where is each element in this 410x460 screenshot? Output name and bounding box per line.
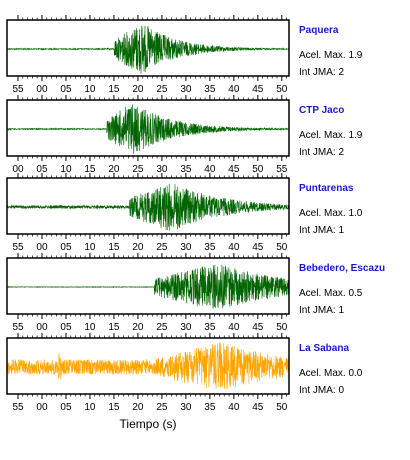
- tick-label: 55: [276, 164, 288, 175]
- tick-label: 40: [228, 84, 240, 95]
- tick-label: 15: [108, 242, 120, 253]
- tick-label: 20: [132, 84, 144, 95]
- tick-label: 50: [276, 402, 288, 413]
- peak-acceleration-label: Acel. Max. 1.0: [299, 208, 363, 219]
- peak-acceleration-label: Acel. Max. 0.0: [299, 368, 363, 379]
- tick-label: 45: [252, 402, 264, 413]
- tick-label: 30: [180, 84, 192, 95]
- tick-label: 05: [60, 242, 72, 253]
- tick-label: 20: [132, 242, 144, 253]
- tick-label: 05: [60, 322, 72, 333]
- tick-label: 55: [12, 84, 24, 95]
- tick-label: 35: [204, 84, 216, 95]
- tick-label: 50: [276, 84, 288, 95]
- station-panel-4: 55 00 05 10 15 20 25 30 35 40 45 50 La Sabana Acel. M…: [6, 333, 363, 413]
- tick-label: 25: [156, 322, 168, 333]
- tick-label: 15: [84, 164, 96, 175]
- panel-frame: [6, 99, 290, 157]
- station-name: CTP Jaco: [299, 105, 344, 116]
- tick-label: 15: [108, 402, 120, 413]
- tick-label: 15: [108, 322, 120, 333]
- tick-label: 25: [156, 242, 168, 253]
- peak-acceleration-label: Acel. Max. 1.9: [299, 130, 363, 141]
- tick-label: 00: [36, 402, 48, 413]
- tick-label: 05: [60, 84, 72, 95]
- tick-label: 00: [36, 84, 48, 95]
- station-panel-0: 55 00 05 10 15 20 25 30 35 40 45 50 Paquera Acel. Max…: [6, 15, 363, 95]
- tick-label: 20: [108, 164, 120, 175]
- station-panel-1: 00 05 10 15 20 25 30 35 40 45 50 55 CTP Jaco Acel. Ma…: [6, 95, 363, 175]
- tick-label: 10: [84, 402, 96, 413]
- x-axis-title: Tiempo (s): [120, 417, 177, 431]
- waveform-trace: [6, 25, 290, 74]
- tick-label: 00: [36, 242, 48, 253]
- tick-label: 10: [84, 242, 96, 253]
- tick-label: 50: [276, 242, 288, 253]
- panel-frame: [6, 177, 290, 235]
- jma-intensity-label: Int JMA: 0: [299, 385, 344, 396]
- tick-label: 30: [180, 242, 192, 253]
- tick-label: 20: [132, 402, 144, 413]
- station-name: La Sabana: [299, 343, 349, 354]
- tick-label: 55: [12, 402, 24, 413]
- tick-label: 25: [156, 402, 168, 413]
- tick-label: 40: [204, 164, 216, 175]
- tick-label: 15: [108, 84, 120, 95]
- tick-label: 30: [156, 164, 168, 175]
- station-name: Bebedero, Escazu: [299, 263, 385, 274]
- tick-label: 25: [132, 164, 144, 175]
- waveform-trace: [6, 264, 290, 309]
- tick-label: 50: [276, 322, 288, 333]
- tick-label: 45: [252, 242, 264, 253]
- tick-label: 55: [12, 242, 24, 253]
- tick-label: 30: [180, 322, 192, 333]
- tick-label: 10: [60, 164, 72, 175]
- tick-label: 10: [84, 84, 96, 95]
- tick-label: 05: [36, 164, 48, 175]
- panel-frame: [6, 337, 290, 395]
- tick-label: 45: [228, 164, 240, 175]
- tick-label: 45: [252, 322, 264, 333]
- jma-intensity-label: Int JMA: 2: [299, 147, 344, 158]
- station-name: Puntarenas: [299, 183, 354, 194]
- panel-frame: [6, 19, 290, 77]
- panel-frame: [6, 257, 290, 315]
- waveform-trace: [6, 342, 290, 390]
- tick-label: 20: [132, 322, 144, 333]
- tick-label: 25: [156, 84, 168, 95]
- tick-label: 35: [180, 164, 192, 175]
- jma-intensity-label: Int JMA: 1: [299, 305, 344, 316]
- tick-label: 40: [228, 242, 240, 253]
- peak-acceleration-label: Acel. Max. 1.9: [299, 50, 363, 61]
- panels-group: 55 00 05 10 15 20 25 30 35 40 45 50 Paquera Acel. Max…: [6, 15, 385, 413]
- tick-label: 30: [180, 402, 192, 413]
- tick-label: 50: [252, 164, 264, 175]
- jma-intensity-label: Int JMA: 1: [299, 225, 344, 236]
- peak-acceleration-label: Acel. Max. 0.5: [299, 288, 363, 299]
- station-panel-2: 55 00 05 10 15 20 25 30 35 40 45 50 Puntarenas Acel. …: [6, 173, 363, 253]
- tick-label: 55: [12, 322, 24, 333]
- tick-label: 05: [60, 402, 72, 413]
- tick-label: 35: [204, 402, 216, 413]
- tick-label: 00: [36, 322, 48, 333]
- waveform-trace: [6, 183, 290, 231]
- tick-label: 40: [228, 322, 240, 333]
- tick-label: 35: [204, 242, 216, 253]
- station-name: Paquera: [299, 25, 339, 36]
- tick-label: 35: [204, 322, 216, 333]
- tick-label: 00: [12, 164, 24, 175]
- jma-intensity-label: Int JMA: 2: [299, 67, 344, 78]
- station-panel-3: 55 00 05 10 15 20 25 30 35 40 45 50 Bebedero, Escazu…: [6, 253, 385, 333]
- waveform-trace: [6, 104, 290, 154]
- tick-label: 45: [252, 84, 264, 95]
- tick-label: 10: [84, 322, 96, 333]
- tick-label: 40: [228, 402, 240, 413]
